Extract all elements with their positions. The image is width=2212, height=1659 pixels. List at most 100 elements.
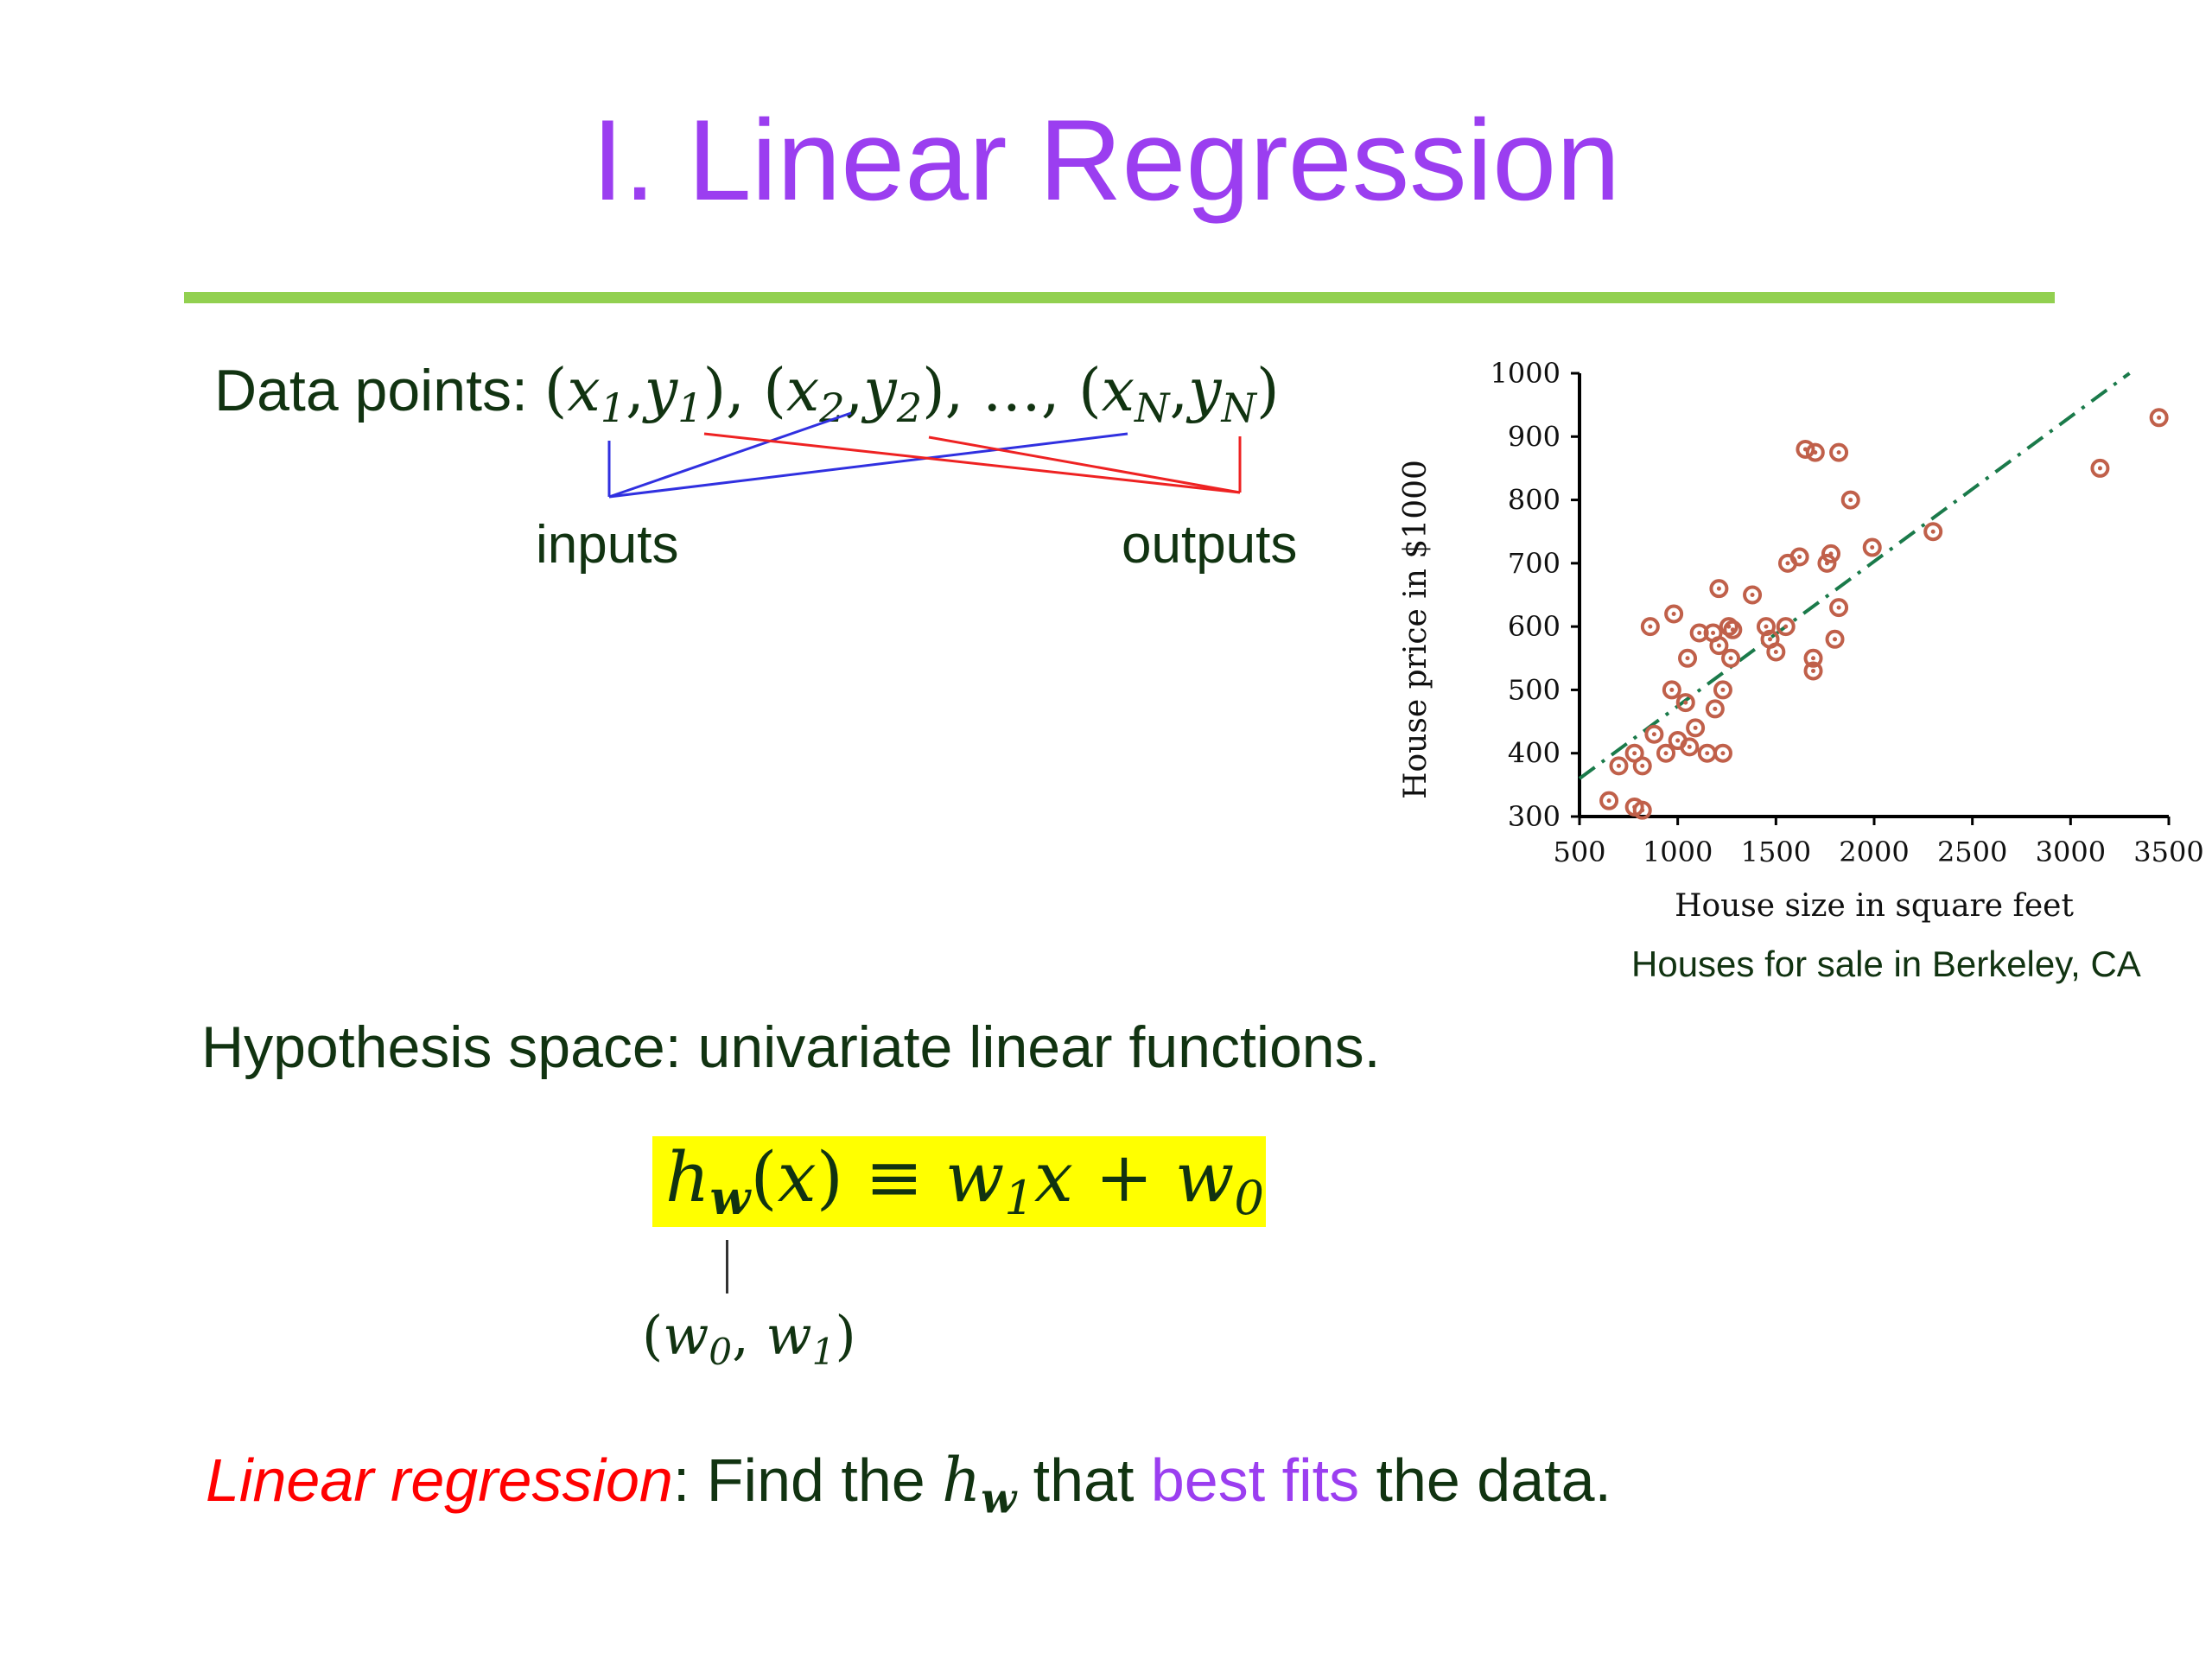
- data-point-center: [1683, 700, 1688, 705]
- data-point-center: [1648, 624, 1653, 629]
- rest-text: the data.: [1359, 1446, 1611, 1514]
- paren-close: ): [922, 357, 945, 425]
- data-point: [1644, 724, 1664, 744]
- weights-pair: (w0, w1): [642, 1309, 856, 1370]
- data-point-center: [1811, 668, 1816, 673]
- y-tick-label: 1000: [1491, 357, 1560, 390]
- data-point-center: [1870, 545, 1875, 550]
- data-point: [1656, 743, 1676, 763]
- data-point-center: [1687, 744, 1692, 749]
- h-w-symbol: hw: [942, 1445, 1016, 1519]
- data-point-center: [1768, 637, 1773, 642]
- h-symbol: h: [942, 1445, 982, 1516]
- data-point-center: [1720, 687, 1726, 692]
- y-tick-label: 800: [1508, 484, 1560, 517]
- data-point-center: [1693, 725, 1698, 730]
- w-symbol: w: [663, 1304, 709, 1367]
- y-tick-label: 300: [1508, 800, 1560, 833]
- data-point: [1776, 617, 1796, 637]
- data-point-center: [1671, 611, 1676, 616]
- scatter-chart: 300 400 500 600 700 800 900 1000 500 1000 1500 2000…: [1398, 357, 2204, 924]
- subscript: 1: [600, 384, 626, 431]
- separator: ,: [1040, 357, 1079, 425]
- x-symbol: x: [1033, 1137, 1074, 1217]
- title-divider: [184, 292, 2055, 303]
- data-point: [1721, 648, 1741, 668]
- subscript: 2: [896, 384, 923, 431]
- w-subscript: w: [709, 1170, 751, 1226]
- data-point: [2090, 458, 2110, 478]
- data-point-center: [1797, 555, 1802, 560]
- data-point: [1689, 623, 1709, 643]
- data-point-center: [1663, 751, 1669, 756]
- hypothesis-text: Hypothesis space: univariate linear func…: [201, 1014, 1381, 1080]
- comma: ,: [626, 357, 645, 425]
- data-points-label: Data points:: [214, 358, 528, 423]
- x-tick-label: 2000: [1839, 836, 1909, 868]
- data-point: [1723, 620, 1743, 639]
- data-point-center: [1730, 627, 1735, 632]
- plot-layer: 300 400 500 600 700 800 900 1000 500 1000 1500 2000…: [1398, 357, 2204, 924]
- y-tick-label: 700: [1508, 547, 1560, 580]
- data-point: [1709, 636, 1729, 656]
- data-point-center: [1728, 656, 1733, 661]
- data-point: [1686, 718, 1706, 738]
- w-symbol: w: [1174, 1137, 1235, 1217]
- x-tick-label: 3500: [2133, 836, 2203, 868]
- data-point-center: [1813, 450, 1818, 455]
- subscript: 0: [709, 1330, 733, 1373]
- data-point-center: [2157, 415, 2162, 420]
- output-line-y2: [928, 435, 1241, 494]
- data-point: [1632, 756, 1652, 776]
- formula-highlight: [652, 1136, 1266, 1227]
- y-axis-title: House price in $1000: [1398, 460, 1433, 799]
- data-point: [1640, 617, 1660, 637]
- comma: ,: [844, 357, 864, 425]
- y-tick-label: 500: [1508, 673, 1560, 706]
- data-point: [1803, 661, 1823, 681]
- ellipsis: …: [982, 357, 1041, 425]
- data-point: [1817, 553, 1837, 573]
- comma: ,: [732, 1304, 766, 1367]
- data-point: [1829, 598, 1849, 618]
- y-symbol: y: [1188, 357, 1222, 425]
- chart-caption: Houses for sale in Berkeley, CA: [1631, 944, 2141, 984]
- data-point-center: [1716, 586, 1721, 591]
- data-point: [1678, 648, 1698, 668]
- data-point-center: [1716, 643, 1721, 648]
- w-symbol: w: [766, 1304, 812, 1367]
- data-point-center: [1764, 624, 1769, 629]
- data-point-center: [1773, 649, 1778, 654]
- data-point: [1713, 743, 1732, 763]
- data-point: [1825, 629, 1845, 649]
- data-point-center: [1836, 605, 1841, 610]
- paren-close: ): [1256, 357, 1280, 425]
- data-point: [1609, 756, 1629, 776]
- data-point: [1829, 442, 1849, 462]
- inputs-label: inputs: [536, 515, 679, 575]
- best-fits-text: best fits: [1150, 1446, 1360, 1514]
- outputs-label: outputs: [1122, 515, 1298, 575]
- subscript: N: [1221, 384, 1256, 431]
- paren-open: (: [543, 357, 568, 425]
- data-point-center: [1640, 763, 1645, 768]
- data-point-center: [1606, 798, 1611, 804]
- data-point-center: [1705, 751, 1710, 756]
- separator: ,: [726, 357, 764, 425]
- data-point: [1664, 604, 1684, 624]
- data-point-center: [2097, 466, 2102, 471]
- data-point: [1803, 648, 1823, 668]
- data-point-center: [1836, 450, 1841, 455]
- data-point-center: [1833, 637, 1838, 642]
- data-point-center: [1720, 751, 1726, 756]
- data-pairs: (x1,y1), (x2,y2), …, (xN,yN): [543, 357, 1280, 429]
- data-point: [1705, 699, 1725, 719]
- data-point-center: [1675, 738, 1681, 743]
- data-point: [1632, 800, 1652, 820]
- data-point-center: [1711, 630, 1716, 635]
- x-symbol: x: [1101, 357, 1135, 425]
- page-title: I. Linear Regression: [591, 97, 1621, 225]
- data-point: [1709, 579, 1729, 599]
- separator: ,: [944, 357, 982, 425]
